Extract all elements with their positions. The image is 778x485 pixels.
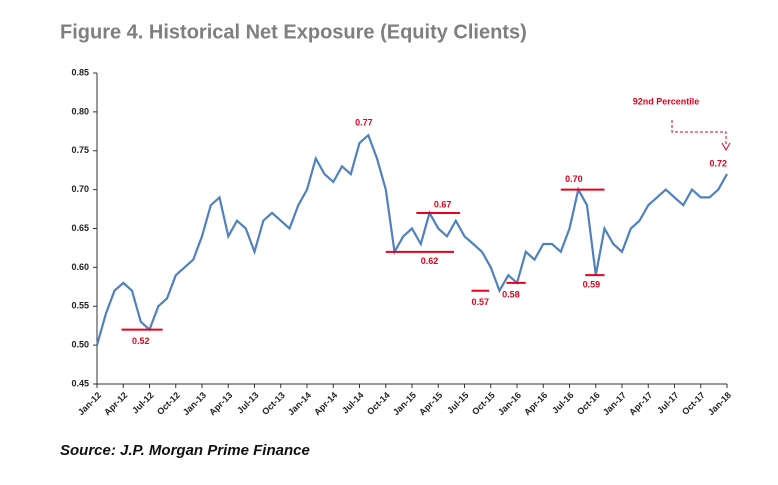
y-tick-label: 0.65 bbox=[71, 223, 89, 233]
source: Source: J.P. Morgan Prime Finance bbox=[60, 442, 310, 459]
x-tick-label: Jul-17 bbox=[655, 390, 680, 415]
y-tick-label: 0.55 bbox=[71, 301, 89, 311]
x-tick-label: Oct-14 bbox=[365, 390, 392, 417]
x-tick-label: Oct-16 bbox=[575, 390, 602, 417]
y-tick-label: 0.45 bbox=[71, 378, 89, 388]
x-tick-label: Jul-15 bbox=[445, 390, 470, 415]
note-arrow bbox=[671, 120, 727, 146]
x-tick-label: Apr-14 bbox=[312, 390, 339, 417]
y-tick-label: 0.75 bbox=[71, 145, 89, 155]
annotation-label: 0.77 bbox=[355, 118, 373, 128]
y-tick-label: 0.85 bbox=[71, 67, 89, 77]
x-tick-label: Apr-16 bbox=[522, 390, 549, 417]
annotation-label: 0.70 bbox=[565, 174, 583, 184]
x-tick-label: Jan-12 bbox=[76, 390, 103, 417]
y-tick-label: 0.50 bbox=[71, 340, 89, 350]
x-tick-label: Jul-14 bbox=[340, 390, 365, 415]
x-tick-label: Jul-12 bbox=[130, 390, 155, 415]
x-tick-label: Jul-13 bbox=[235, 390, 260, 415]
x-tick-label: Jul-16 bbox=[550, 390, 575, 415]
chart-title: Figure 4. Historical Net Exposure (Equit… bbox=[60, 21, 527, 43]
percentile-note: 92nd Percentile bbox=[633, 96, 700, 106]
series-line bbox=[95, 133, 728, 346]
x-tick-label: Apr-15 bbox=[417, 390, 444, 417]
x-tick-label: Jan-14 bbox=[286, 390, 313, 417]
x-tick-label: Jan-13 bbox=[181, 390, 208, 417]
annotation-label: 0.72 bbox=[709, 158, 727, 168]
x-tick-label: Jan-16 bbox=[496, 390, 523, 417]
y-tick-label: 0.80 bbox=[71, 106, 89, 116]
x-tick-label: Jan-15 bbox=[391, 390, 418, 417]
annotation-label: 0.52 bbox=[132, 336, 150, 346]
y-tick-label: 0.70 bbox=[71, 184, 89, 194]
x-tick-label: Apr-13 bbox=[207, 390, 234, 417]
x-tick-label: Apr-17 bbox=[627, 390, 654, 417]
annotation-label: 0.67 bbox=[434, 199, 452, 209]
x-tick-label: Oct-12 bbox=[155, 390, 182, 417]
x-tick-label: Oct-15 bbox=[470, 390, 497, 417]
annotation-label: 0.59 bbox=[583, 280, 601, 290]
annotation-label: 0.58 bbox=[502, 289, 520, 299]
annotation-label: 0.57 bbox=[471, 297, 489, 307]
x-tick-label: Apr-12 bbox=[102, 390, 129, 417]
x-tick-label: Oct-13 bbox=[260, 390, 287, 417]
x-tick-label: Oct-17 bbox=[680, 390, 707, 417]
y-tick-label: 0.60 bbox=[71, 262, 89, 272]
x-tick-label: Jan-17 bbox=[601, 390, 628, 417]
note-arrowhead bbox=[721, 142, 731, 152]
annotation-label: 0.62 bbox=[421, 256, 439, 266]
x-tick-label: Jan-18 bbox=[706, 390, 733, 417]
